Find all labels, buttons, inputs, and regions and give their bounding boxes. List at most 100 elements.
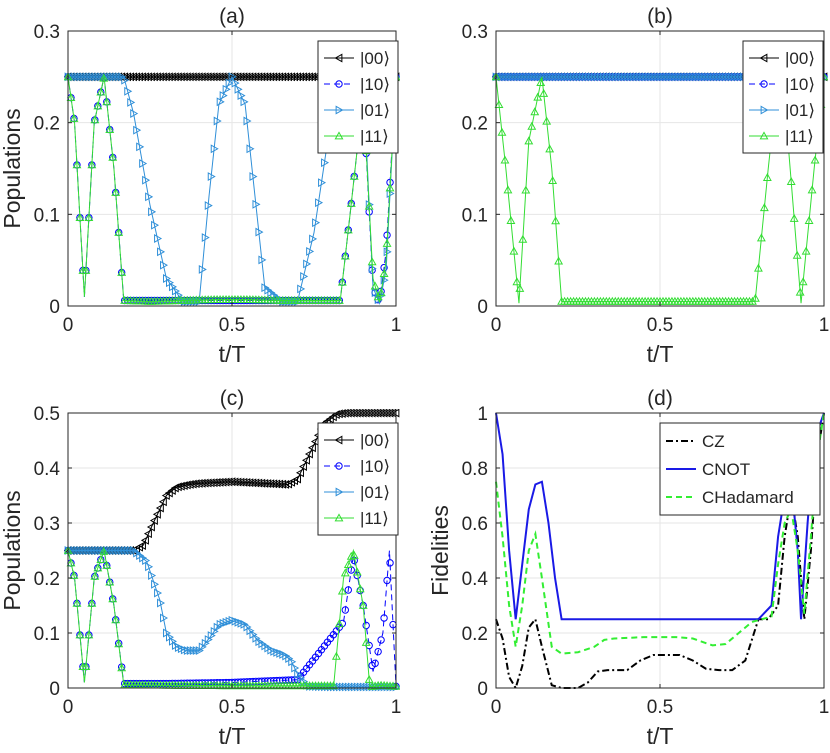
data-point [66, 558, 76, 567]
data-point [121, 75, 130, 85]
data-point [306, 246, 315, 256]
data-point [789, 213, 799, 222]
x-axis-label: t/T [219, 723, 246, 749]
data-point [234, 84, 243, 94]
data-point [133, 125, 142, 135]
data-point [497, 127, 507, 136]
data-point [337, 277, 347, 286]
y-tick-label: 0.2 [34, 114, 60, 135]
legend-marker [334, 131, 344, 140]
data-point [321, 158, 330, 168]
data-point [139, 159, 148, 168]
y-axis-label: Populations [0, 108, 25, 228]
legend-label: |01⟩ [360, 483, 390, 502]
x-tick-label: 0.5 [219, 315, 245, 336]
data-point [154, 234, 163, 243]
data-point [518, 234, 528, 243]
data-point [349, 171, 359, 180]
data-point [210, 144, 219, 154]
data-point [102, 560, 112, 569]
data-point [358, 600, 368, 609]
data-point [99, 73, 109, 82]
chart-title: (a) [219, 5, 245, 28]
data-point [750, 293, 760, 302]
legend-label: |01⟩ [785, 101, 815, 120]
data-point [301, 455, 310, 465]
data-point [108, 152, 118, 161]
data-point [304, 449, 313, 459]
legend-marker [334, 53, 343, 63]
x-axis-label: t/T [647, 723, 674, 749]
legend-marker [334, 435, 343, 445]
legend: |00⟩ |10⟩ |01⟩ |11⟩ [742, 40, 824, 154]
legend-marker [335, 487, 344, 497]
legend-label: CZ [702, 432, 725, 451]
x-tick-label: 0 [491, 315, 502, 336]
legend-label: |01⟩ [360, 101, 390, 120]
y-tick-label: 0 [49, 679, 60, 700]
data-point [66, 93, 76, 102]
legend-marker [759, 53, 768, 63]
data-point [240, 97, 249, 107]
data-point [75, 213, 85, 222]
data-point [391, 681, 400, 690]
data-point [146, 522, 155, 532]
data-point [762, 172, 772, 181]
y-tick-label: 0.8 [462, 459, 488, 480]
legend: CZ CNOT CHadamard [659, 422, 821, 516]
data-point [201, 233, 210, 242]
legend-marker [335, 105, 344, 115]
data-point [155, 503, 164, 513]
legend-label: |00⟩ [785, 49, 815, 68]
data-point [157, 247, 166, 257]
x-tick-label: 1 [391, 315, 402, 336]
data-point [352, 567, 362, 576]
data-point [281, 479, 290, 489]
data-point [343, 560, 353, 569]
data-point [130, 109, 139, 118]
data-point [124, 86, 133, 96]
data-point [328, 681, 338, 690]
data-point [137, 541, 146, 550]
data-point [117, 267, 127, 276]
data-point [334, 295, 344, 304]
data-point [231, 78, 240, 88]
legend-marker [335, 80, 343, 88]
data-point [140, 535, 149, 545]
y-tick-label: 0.4 [34, 459, 61, 480]
legend-label: CHadamard [702, 488, 794, 507]
data-point [243, 116, 252, 126]
data-point [340, 251, 350, 260]
data-point [383, 247, 392, 257]
data-point [145, 562, 154, 572]
data-point [810, 155, 820, 164]
data-point [331, 651, 341, 660]
data-point [312, 218, 321, 228]
data-point [509, 246, 519, 255]
data-point [136, 142, 145, 152]
legend-label: |11⟩ [360, 127, 389, 146]
data-point [157, 598, 166, 608]
y-tick-label: 0.6 [462, 514, 488, 535]
data-point [145, 192, 154, 202]
data-point [295, 468, 304, 478]
chart-title: (c) [220, 387, 245, 410]
x-tick-label: 0.5 [647, 315, 673, 336]
data-point [148, 571, 157, 580]
data-point [105, 124, 115, 133]
data-point [96, 555, 106, 564]
data-point [102, 97, 112, 106]
data-point [530, 107, 540, 116]
data-point [87, 160, 97, 169]
data-point [75, 630, 85, 639]
y-tick-label: 0 [477, 297, 488, 318]
y-tick-label: 0 [477, 679, 488, 700]
y-tick-label: 0.2 [462, 114, 488, 135]
data-point [374, 647, 382, 656]
data-point [114, 227, 124, 236]
y-tick-label: 0.4 [462, 569, 489, 590]
data-point [307, 443, 316, 453]
data-point [173, 482, 182, 492]
data-point [548, 175, 558, 184]
data-point [179, 481, 188, 491]
